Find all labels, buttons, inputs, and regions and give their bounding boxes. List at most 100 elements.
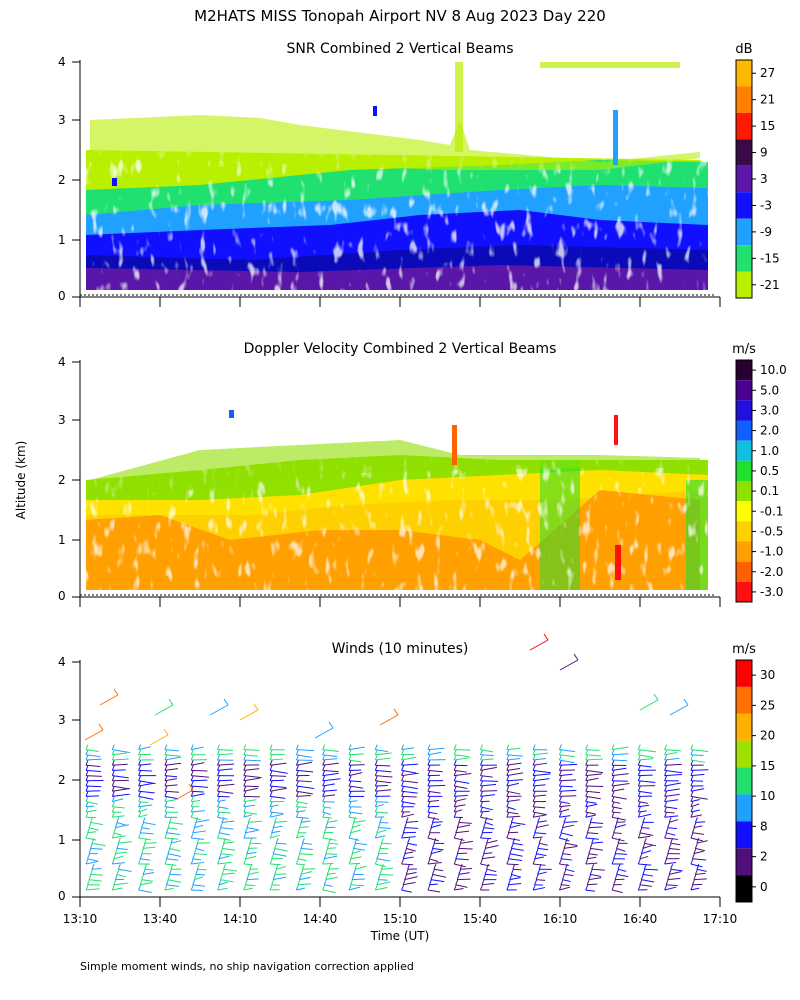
wind-barb-flag (611, 832, 615, 839)
wind-barb (511, 873, 522, 878)
wind-barb (325, 853, 338, 855)
wind-barb-flag (374, 791, 378, 797)
wind-barb-flag (85, 754, 89, 761)
colorbar-frame (735, 359, 753, 603)
wind-barb-flag (611, 791, 615, 797)
wind-barb (401, 780, 419, 784)
wind-barb (375, 863, 386, 868)
wind-barb (616, 821, 626, 823)
wind-barb (693, 850, 704, 855)
wind-barb-flag (402, 827, 406, 833)
wind-barb-flag (665, 853, 669, 859)
wind-barb (562, 824, 575, 829)
wind-barb (270, 787, 287, 792)
wind-barb (533, 773, 551, 777)
wind-barb (113, 882, 128, 886)
wind-barb-flag (664, 765, 668, 771)
wind-barb (245, 855, 257, 860)
wind-barb-flag (164, 791, 168, 797)
wind-barb-flag (561, 874, 565, 880)
wind-barb-flag (269, 786, 273, 792)
wind-barb (690, 863, 703, 868)
snr-ytick: 0 (58, 289, 66, 303)
wind-barb (484, 873, 497, 876)
wind-barb-flag (611, 775, 615, 781)
wind-barb-flag (218, 879, 222, 885)
wind-barb-flag (664, 791, 668, 797)
wind-barb (664, 774, 682, 777)
wind-barb-flag (558, 765, 562, 771)
wind-barb (690, 809, 700, 813)
wind-barb-flag (690, 765, 694, 771)
wind-barb (664, 862, 677, 865)
wind-barb-flag (167, 848, 171, 854)
wind-barb-flag (374, 770, 378, 776)
snr-panel: SNR Combined 2 Vertical Beams (58, 41, 780, 307)
wind-barb-flag (88, 874, 92, 880)
wind-barb (585, 749, 600, 752)
wind-barb (401, 795, 417, 798)
wind-barb (164, 756, 181, 761)
wind-barb-flag (690, 780, 694, 787)
wind-barb (243, 768, 260, 771)
wind-barb-flag (401, 765, 405, 771)
wind-barb (560, 858, 573, 861)
wind-barb-flag (585, 770, 589, 776)
wind-barb-flag (458, 869, 462, 875)
wind-barb-flag (532, 744, 536, 750)
wind-barb-flag (298, 848, 302, 854)
wind-barb-flag (111, 760, 115, 766)
wind-barb (378, 879, 388, 881)
colorbar-label: -9 (760, 225, 772, 239)
wind-barb-flag (374, 884, 378, 891)
wind-barb (112, 835, 126, 839)
wind-barb-flag (506, 801, 510, 807)
wind-barb-flag (589, 843, 593, 849)
wind-barb (276, 842, 287, 845)
wind-barb-flag (401, 806, 405, 813)
wind-barb-flag (558, 832, 562, 839)
wind-barb-flag (322, 791, 326, 797)
wind-barb-flag (481, 879, 485, 885)
colorbar-label: -3.0 (760, 585, 783, 599)
wind-barb (296, 816, 309, 819)
wind-barb-flag (354, 864, 358, 870)
colorbar-swatch (736, 581, 752, 602)
wind-barb (506, 747, 521, 751)
wind-barb (511, 847, 524, 851)
wind-barb-flag (116, 843, 120, 849)
colorbar-swatch (736, 60, 752, 87)
wind-barb-flag (85, 806, 89, 813)
wind-barb-flag (668, 869, 672, 875)
wind-barb-flag (325, 822, 329, 828)
wind-barb-flag (243, 749, 247, 755)
wind-barb-flag (637, 775, 641, 781)
wind-barb-flag (164, 884, 168, 891)
wind-barb (506, 767, 521, 771)
wind-barb (533, 784, 546, 787)
wind-barb (585, 785, 604, 788)
wind-barb-flag (506, 780, 510, 787)
wind-barb-flag (512, 864, 516, 870)
wind-barb (354, 842, 368, 846)
wind-barb-flag (195, 817, 199, 823)
wind-barb (164, 762, 182, 766)
wind-barb-flag (506, 791, 510, 797)
wind-barb-flag (664, 770, 668, 776)
wind-barb-flag (480, 832, 483, 839)
wind-barb-flag (637, 796, 641, 802)
wind-barb-flag (193, 822, 197, 828)
wind-barb-flag (301, 838, 305, 844)
wind-barb (407, 842, 418, 846)
wind-barb (112, 752, 127, 756)
wind-barb (167, 827, 178, 830)
wind-barb-flag (510, 869, 514, 875)
wind-barb (692, 858, 707, 861)
wind-barb-flag (271, 879, 275, 885)
wind-barb-flag (506, 858, 510, 865)
wind-barb (611, 788, 625, 792)
wind-barb-flag (611, 765, 615, 771)
wind-barb-flag (430, 874, 434, 880)
wind-barb (458, 872, 470, 875)
wind-barb-flag (322, 749, 326, 755)
